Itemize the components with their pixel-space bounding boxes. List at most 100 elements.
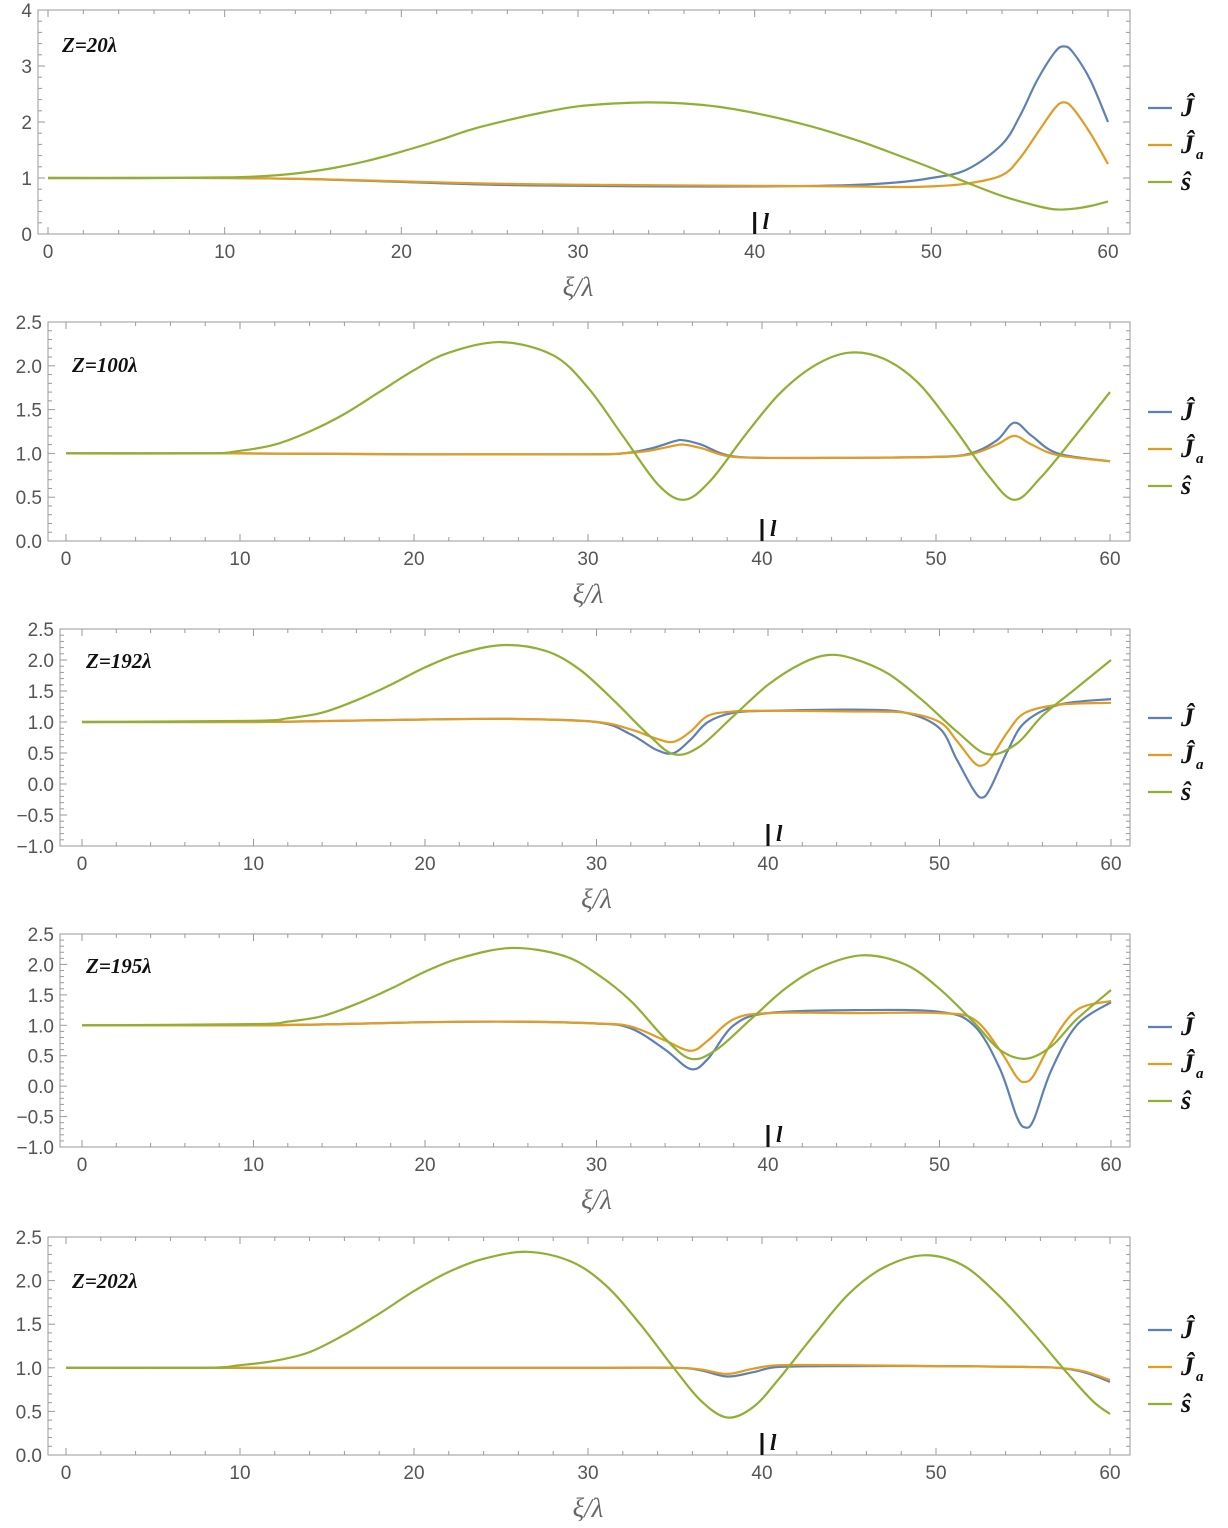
x-tick-label: 40 [751, 549, 772, 570]
x-tick-label: 30 [586, 1155, 607, 1176]
x-tick-label: 50 [925, 1463, 946, 1484]
series-line-s [81, 643, 1112, 756]
y-tick-label: −1.0 [16, 837, 54, 858]
l-marker-label: l [770, 516, 777, 541]
x-tick-label: 50 [925, 549, 946, 570]
l-marker-label: l [776, 1122, 783, 1147]
y-tick-label: −1.0 [16, 1138, 54, 1159]
series-line-ja [48, 101, 1109, 189]
x-tick-label: 50 [921, 242, 942, 263]
y-tick-label: 1.5 [16, 1315, 42, 1336]
y-tick-label: 2.5 [16, 313, 42, 334]
x-axis-label: ξ/λ [573, 579, 604, 609]
legend-label: Ĵ [1180, 1315, 1196, 1344]
x-axis-label: ξ/λ [581, 884, 612, 914]
chart-panel-4: 0 10 20 30 40 50 60 −1.0 −0.5 0.0 0.5 1.0 1.5 2.0 2.5 Z… [16, 925, 1204, 1215]
y-tick-label: 2.5 [28, 620, 54, 641]
y-tick-label: 0.0 [16, 1446, 42, 1467]
x-tick-label: 0 [77, 854, 88, 875]
x-tick-label: 0 [77, 1155, 88, 1176]
x-tick-label: 30 [567, 242, 588, 263]
series-line-s [65, 1250, 1111, 1419]
x-tick-label: 10 [243, 854, 264, 875]
x-tick-label: 60 [1099, 549, 1120, 570]
y-tick-label: 0.0 [16, 532, 42, 553]
y-tick-label: 0.5 [16, 1402, 42, 1423]
legend-label: Ĵ [1180, 397, 1196, 426]
legend-label: Ĵ [1180, 93, 1196, 122]
chart-panel-2: 0 10 20 30 40 50 60 0.0 0.5 1.0 1.5 2.0 2.5 Z=100λ l ξ/… [16, 313, 1204, 609]
y-tick-label: 1 [21, 169, 32, 190]
x-tick-label: 10 [229, 549, 250, 570]
x-tick-label: 20 [391, 242, 412, 263]
series-line-ja [66, 1363, 1111, 1382]
series-line-ja [81, 701, 1112, 767]
y-tick-label: 2.0 [28, 651, 54, 672]
series-line-j [48, 45, 1110, 188]
y-tick-label: 2 [21, 113, 32, 134]
plot-frame [59, 933, 1131, 1148]
l-marker-label: l [776, 821, 783, 846]
y-tick-label: 1.0 [16, 444, 42, 465]
x-tick-label: 0 [43, 242, 54, 263]
legend: Ĵ Ĵ a ŝ [1148, 1315, 1204, 1418]
x-axis-label: ξ/λ [581, 1185, 612, 1215]
x-tick-label: 50 [929, 1155, 950, 1176]
x-axis-label: ξ/λ [563, 272, 594, 302]
y-tick-label: 4 [21, 1, 32, 22]
y-tick-label: 0.5 [28, 1047, 54, 1068]
x-tick-label: 30 [577, 1463, 598, 1484]
y-tick-label: 0.0 [28, 1077, 54, 1098]
x-tick-label: 10 [214, 242, 235, 263]
x-tick-label: 60 [1097, 242, 1118, 263]
y-tick-label: 1.5 [28, 986, 54, 1007]
legend: Ĵ Ĵ a ŝ [1148, 1012, 1204, 1115]
legend-label: ŝ [1180, 777, 1192, 806]
series-line-j [81, 698, 1112, 799]
y-tick-label: 0.5 [16, 488, 42, 509]
legend-label: Ĵ [1180, 703, 1196, 732]
chart-panel-1: 0 10 20 30 40 50 60 0 1 2 3 4 Z=20λ l ξ/λ Ĵ Ĵ a ŝ [21, 1, 1204, 302]
plot-frame [47, 321, 1131, 542]
legend-label: Ĵ [1180, 1012, 1196, 1041]
x-tick-label: 30 [586, 854, 607, 875]
series-line-j [81, 1001, 1112, 1129]
x-tick-label: 0 [61, 549, 72, 570]
y-tick-label: 1.0 [28, 713, 54, 734]
y-tick-label: 2.5 [28, 925, 54, 946]
legend-label-subscript: a [1196, 451, 1204, 467]
y-tick-label: 0.5 [28, 744, 54, 765]
legend: Ĵ Ĵ a ŝ [1148, 397, 1204, 500]
panel-title: Z=192λ [85, 649, 152, 673]
legend-label: ŝ [1180, 1086, 1192, 1115]
x-tick-label: 30 [577, 549, 598, 570]
x-tick-label: 20 [414, 1155, 435, 1176]
chart-panel-3: 0 10 20 30 40 50 60 −1.0 −0.5 0.0 0.5 1.0 1.5 2.0 2.5 Z… [16, 620, 1204, 914]
plot-frame [47, 1236, 1131, 1456]
y-tick-label: −0.5 [16, 1108, 54, 1129]
x-tick-label: 20 [403, 1463, 424, 1484]
l-marker-label: l [763, 209, 770, 234]
series-line-s [81, 946, 1112, 1061]
legend-label-subscript: a [1196, 1369, 1204, 1385]
panel-title: Z=20λ [61, 33, 117, 57]
legend-label-subscript: a [1196, 147, 1204, 163]
y-tick-label: 0 [21, 225, 32, 246]
x-tick-label: 40 [744, 242, 765, 263]
series-line-ja [81, 999, 1112, 1084]
x-tick-label: 10 [229, 1463, 250, 1484]
l-marker-label: l [770, 1430, 777, 1455]
x-tick-label: 60 [1100, 854, 1121, 875]
series-line-s [47, 101, 1109, 211]
panel-title: Z=100λ [71, 353, 138, 377]
plot-frame [59, 628, 1131, 847]
y-tick-label: 2.0 [16, 357, 42, 378]
legend-label-subscript: a [1196, 757, 1204, 773]
x-tick-label: 60 [1100, 1155, 1121, 1176]
legend: Ĵ Ĵ a ŝ [1148, 93, 1204, 196]
